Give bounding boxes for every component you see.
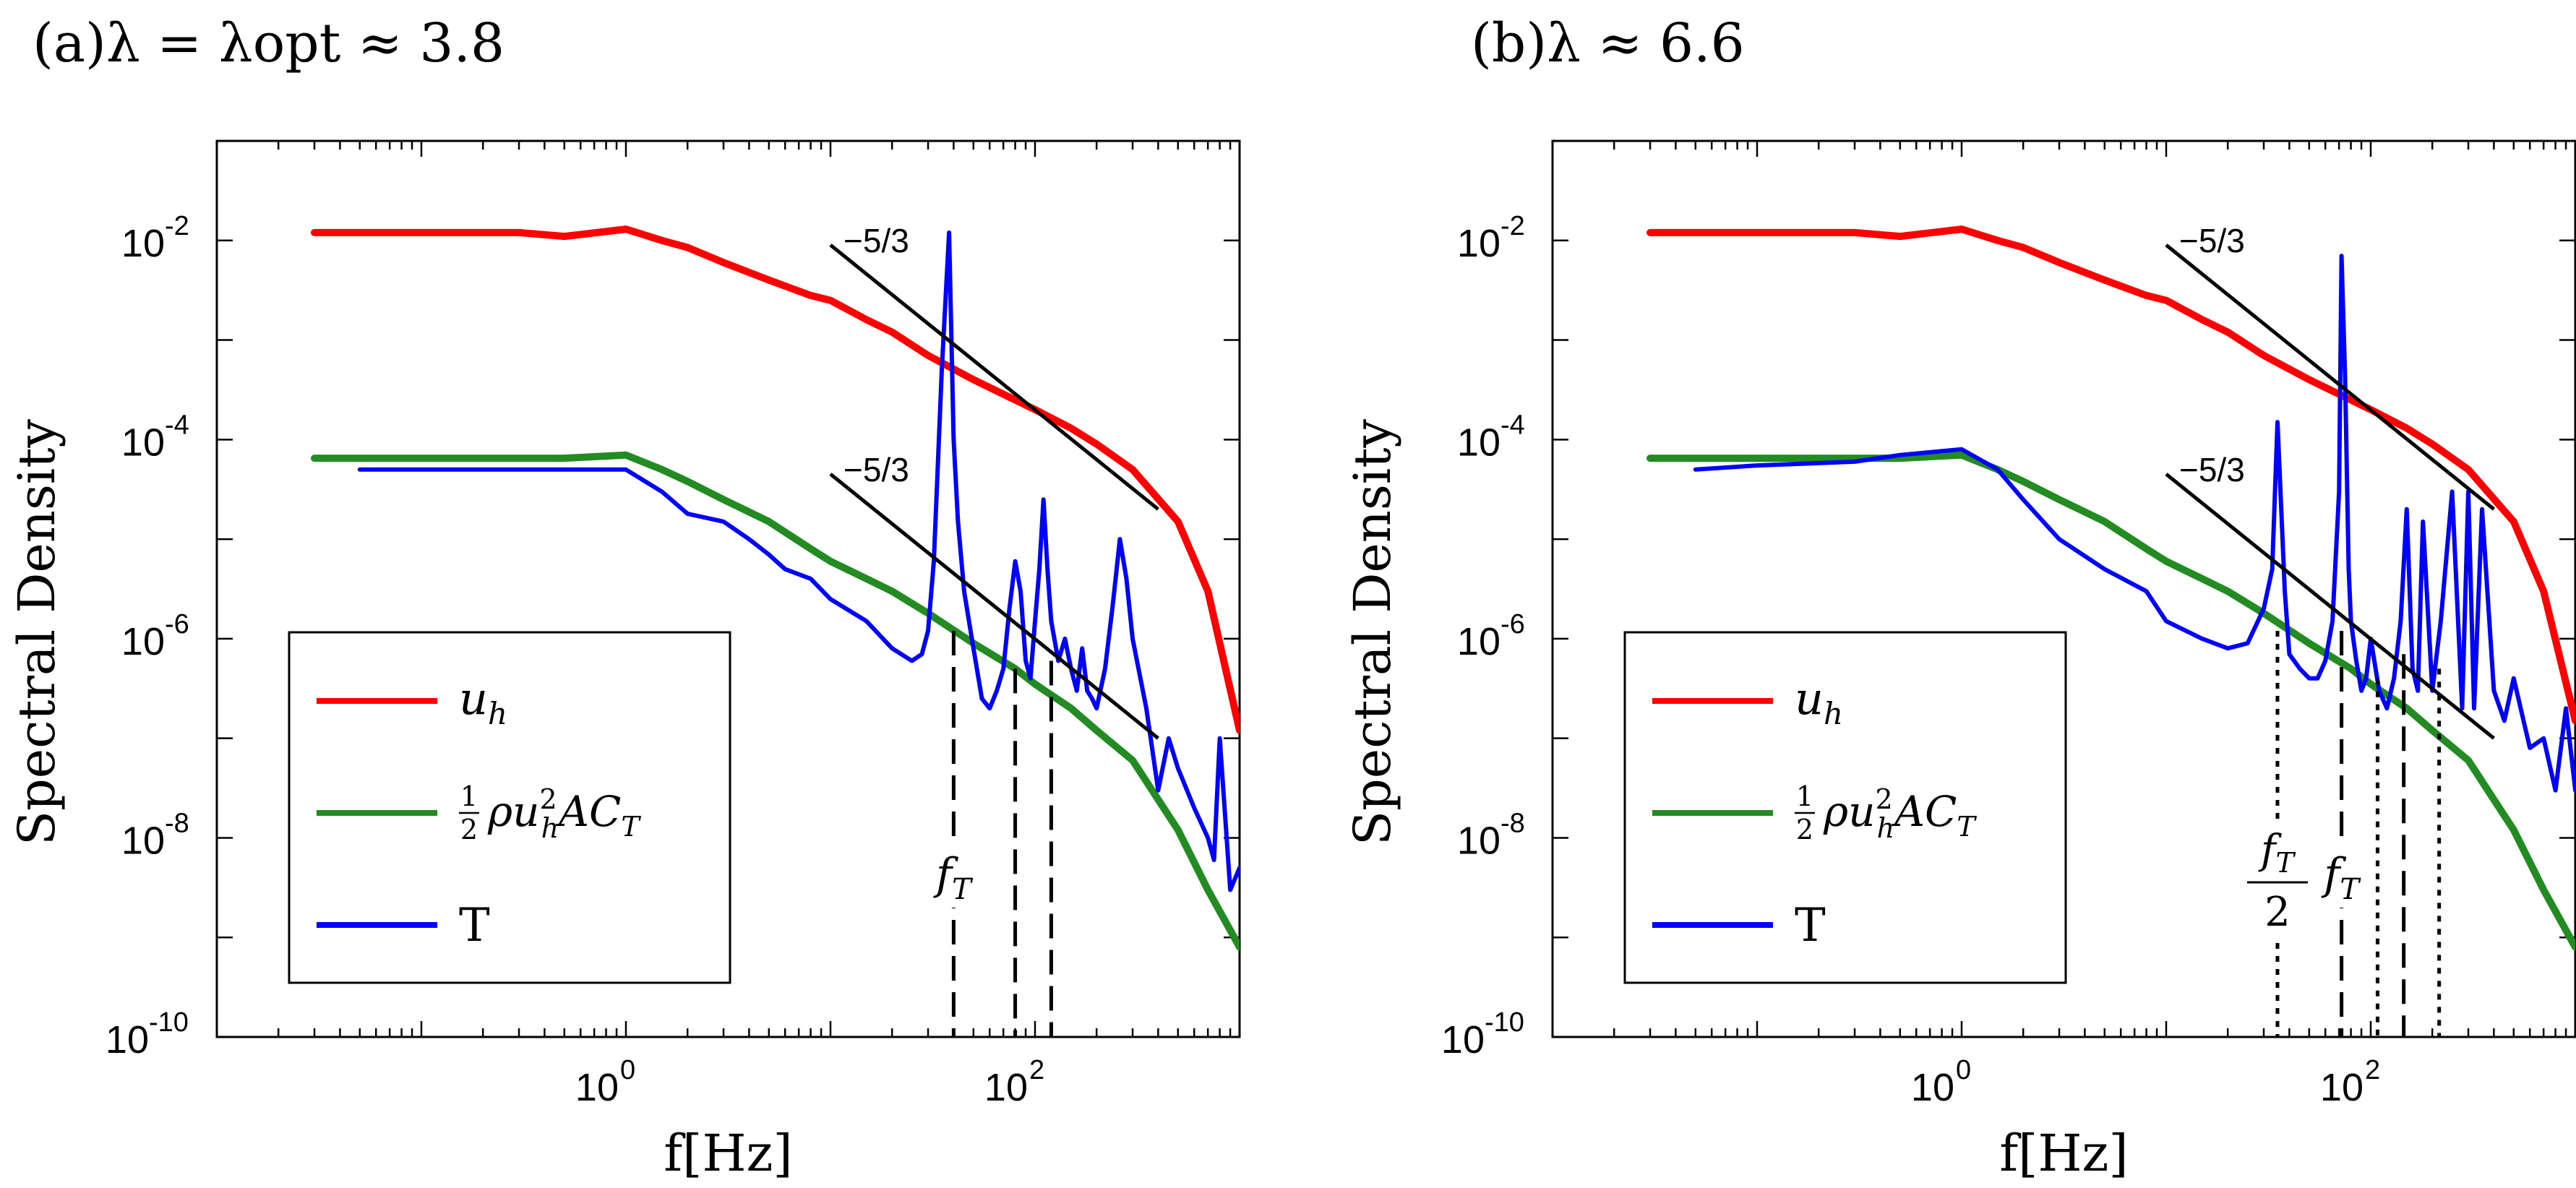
slope-label: −5/3 (2179, 451, 2245, 488)
x-tick-exp: 0 (620, 1055, 635, 1085)
y-tick-base: 10 (1457, 222, 1500, 265)
x-tick-exp: 2 (1029, 1055, 1044, 1085)
x-tick-base: 10 (2320, 1066, 2364, 1109)
x-axis-label: f[Hz] (664, 1124, 792, 1183)
marker-label-fT-den: 2 (2264, 889, 2291, 936)
y-axis-label: Spectral Density (1343, 419, 1402, 845)
series-line-T (357, 230, 1240, 892)
slope-reference-line (829, 244, 1159, 511)
y-tick-exp: -6 (1500, 609, 1525, 640)
y-tick-label: 10 -4 (1457, 410, 1525, 464)
legend-frac-num: 1 (460, 780, 478, 812)
chart-title: (a)λ = λopt ≈ 3.8 (33, 12, 505, 74)
y-tick-exp: -8 (165, 808, 189, 838)
x-tick-base: 10 (1911, 1066, 1954, 1109)
y-tick-label: 10 -2 (1457, 211, 1525, 265)
series-line-thrust_est (1647, 451, 2575, 951)
chart-title: (b)λ ≈ 6.6 (1471, 12, 1745, 74)
y-tick-exp: -8 (1500, 808, 1525, 838)
slope-reference-line (829, 473, 1159, 740)
series-line-thrust_est (311, 451, 1240, 951)
series-line-u_h (311, 225, 1240, 734)
chart-panel-b: (b)λ ≈ 6.610 0 10 210 -210 -410 -610 -810 -10f[H… (1343, 12, 2576, 1183)
plot-frame (215, 139, 1241, 1038)
y-tick-label: 10 -10 (1441, 1007, 1524, 1062)
marker-label-bg (2239, 820, 2315, 936)
x-tick-exp: 2 (2365, 1055, 2380, 1085)
x-tick-label: 10 2 (2320, 1055, 2380, 1109)
marker-label-bg (2308, 847, 2375, 908)
chart-panel-a: (a)λ = λopt ≈ 3.810 0 10 210 -210 -410 -610 -81… (7, 12, 1241, 1183)
x-tick-label: 10 0 (1911, 1055, 1971, 1109)
y-tick-exp: -10 (1485, 1007, 1524, 1038)
y-tick-label: 10 -6 (1457, 609, 1525, 663)
legend-label-thrust-estimate: 12 ρu2 hACT (1795, 780, 1977, 845)
x-tick-label: 10 0 (575, 1055, 635, 1109)
y-tick-exp: -4 (1500, 410, 1525, 440)
y-tick-label: 10 -8 (1457, 808, 1525, 862)
y-tick-label: 10 -8 (121, 808, 189, 862)
y-axis-label: Spectral Density (7, 419, 66, 845)
x-tick-exp: 0 (1956, 1055, 1971, 1085)
legend-frac-den: 2 (460, 814, 478, 845)
y-tick-label: 10 -4 (121, 410, 189, 464)
marker-label-fT: fT (2321, 849, 2361, 906)
plot-frame (1551, 139, 2576, 1038)
slope-reference-line (2165, 244, 2495, 511)
y-tick-exp: -6 (165, 609, 189, 640)
legend-label-thrust-estimate: 12 ρu2 hACT (459, 780, 641, 845)
y-tick-base: 10 (1441, 1018, 1485, 1062)
y-tick-base: 10 (1457, 620, 1500, 663)
y-tick-base: 10 (1457, 421, 1500, 464)
y-tick-base: 10 (1457, 819, 1500, 862)
x-tick-label: 10 2 (984, 1055, 1044, 1109)
legend-formula: ρu2 hACT (1823, 783, 1977, 844)
legend-label-T: T (1795, 899, 1826, 952)
legend-formula: ρu2 hACT (487, 783, 641, 844)
x-tick-base: 10 (575, 1066, 619, 1109)
x-axis-label: f[Hz] (1999, 1124, 2128, 1183)
marker-label-bg (920, 847, 987, 908)
series-line-T (1693, 254, 2575, 793)
legend-label-T: T (459, 899, 490, 952)
slope-label: −5/3 (843, 222, 909, 259)
y-tick-base: 10 (121, 620, 165, 663)
legend-frac-den: 2 (1796, 814, 1813, 845)
y-tick-label: 10 -6 (121, 609, 189, 663)
slope-reference-line (2165, 473, 2495, 740)
y-tick-base: 10 (121, 222, 165, 265)
series-line-u_h (1647, 225, 2575, 725)
data-area (1647, 225, 2575, 951)
slope-label: −5/3 (843, 451, 909, 488)
legend-frac-num: 1 (1796, 780, 1813, 812)
y-tick-exp: -4 (165, 410, 189, 440)
y-tick-label: 10 -2 (121, 211, 189, 265)
slope-label: −5/3 (2179, 222, 2245, 259)
x-tick-base: 10 (984, 1066, 1028, 1109)
y-tick-base: 10 (121, 819, 165, 862)
y-tick-base: 10 (121, 421, 165, 464)
y-tick-exp: -10 (149, 1007, 189, 1038)
y-tick-exp: -2 (165, 211, 189, 241)
y-tick-base: 10 (106, 1018, 149, 1062)
y-tick-label: 10 -10 (106, 1007, 189, 1062)
data-area (311, 225, 1240, 951)
y-tick-exp: -2 (1500, 211, 1525, 241)
